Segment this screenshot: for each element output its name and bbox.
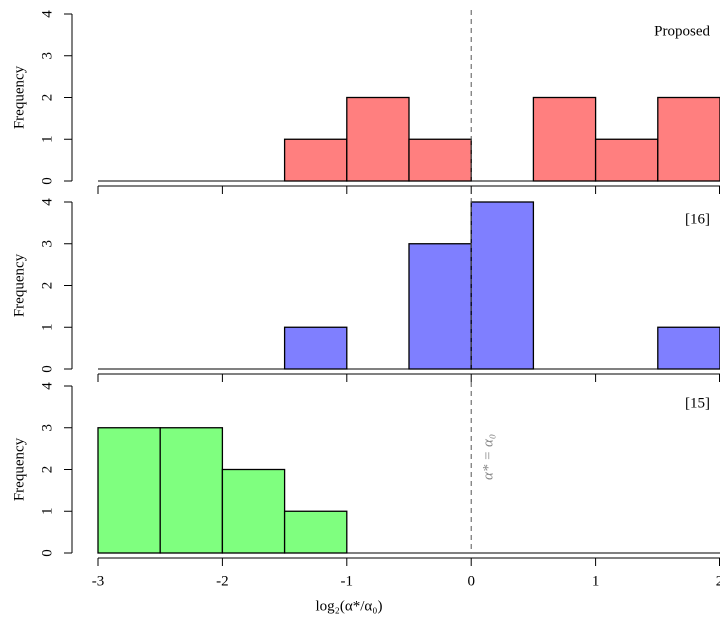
y-tick-label: 4 bbox=[39, 198, 55, 206]
y-tick-label: 2 bbox=[39, 94, 55, 102]
x-tick-label: 0 bbox=[467, 573, 475, 589]
y-axis-label: Frequency bbox=[11, 65, 27, 129]
y-tick-label: 4 bbox=[39, 10, 55, 18]
bar bbox=[346, 96, 410, 182]
bar bbox=[283, 510, 348, 554]
y-tick-label: 0 bbox=[39, 177, 55, 185]
x-tick-label: 1 bbox=[592, 573, 600, 589]
bar bbox=[470, 201, 535, 370]
panel-label: Proposed bbox=[654, 23, 710, 39]
bar bbox=[283, 326, 348, 370]
y-tick-label: 1 bbox=[39, 508, 55, 516]
y-tick-label: 1 bbox=[39, 136, 55, 144]
panel-label: [16] bbox=[685, 211, 710, 227]
y-tick-label: 2 bbox=[39, 466, 55, 474]
bar bbox=[408, 138, 472, 182]
y-tick-label: 2 bbox=[39, 282, 55, 290]
bar bbox=[594, 138, 659, 182]
bar bbox=[532, 96, 597, 182]
y-tick-label: 3 bbox=[39, 424, 55, 432]
x-tick-label: -1 bbox=[341, 573, 354, 589]
y-tick-label: 1 bbox=[39, 324, 55, 332]
y-tick-label: 0 bbox=[39, 365, 55, 373]
x-tick-label: 2 bbox=[716, 573, 720, 589]
y-tick-label: 0 bbox=[39, 549, 55, 557]
x-tick-label: -2 bbox=[216, 573, 229, 589]
bar bbox=[159, 427, 224, 554]
bar bbox=[657, 326, 720, 370]
y-axis-label: Frequency bbox=[11, 437, 27, 501]
y-tick-label: 3 bbox=[39, 240, 55, 248]
bar bbox=[97, 427, 161, 554]
bar bbox=[657, 96, 720, 182]
bar bbox=[283, 138, 348, 182]
annotation: α* = α₀ bbox=[481, 434, 497, 480]
y-axis-label: Frequency bbox=[11, 253, 27, 317]
panel-label: [15] bbox=[685, 395, 710, 411]
x-axis-label: log₂(α*/α₀) bbox=[315, 598, 382, 614]
bar bbox=[221, 468, 286, 554]
x-tick-label: -3 bbox=[92, 573, 105, 589]
y-tick-label: 4 bbox=[39, 382, 55, 390]
bar bbox=[408, 243, 472, 370]
y-tick-label: 3 bbox=[39, 52, 55, 60]
